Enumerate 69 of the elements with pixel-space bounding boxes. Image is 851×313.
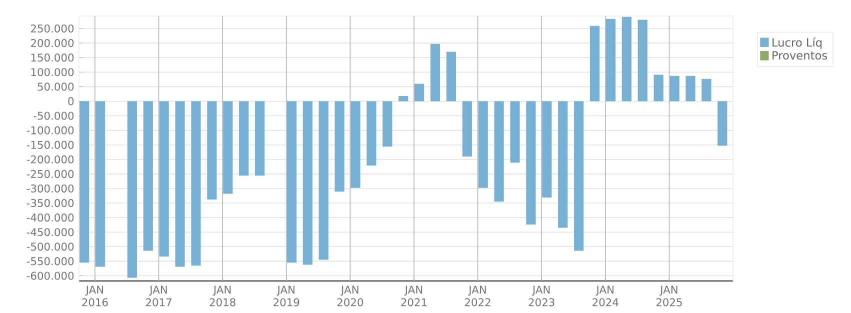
- bar: [686, 76, 696, 102]
- y-tick-label: -550.000: [26, 257, 74, 266]
- bar: [510, 101, 520, 163]
- bar: [478, 101, 488, 188]
- y-tick-label: -300.000: [26, 184, 74, 193]
- y-tick-label: -450.000: [26, 228, 74, 236]
- y-tick-label: 250.000: [30, 24, 74, 33]
- bar: [654, 74, 664, 102]
- bar: [622, 16, 632, 102]
- bar: [542, 101, 552, 198]
- bar: [191, 101, 201, 266]
- y-tick-label: -100.000: [26, 126, 74, 134]
- bar: [318, 101, 328, 260]
- bar: [143, 101, 153, 251]
- bar: [638, 20, 648, 102]
- bar: [558, 101, 568, 228]
- bar: [175, 101, 185, 267]
- x-tick-label: JAN 2017: [146, 286, 172, 306]
- bar: [159, 101, 169, 257]
- y-tick-label: 0: [68, 97, 74, 106]
- legend-label: Proventos: [772, 51, 828, 60]
- x-tick-label: JAN 2023: [528, 286, 554, 306]
- y-tick-label: -400.000: [26, 214, 74, 222]
- bar: [398, 96, 408, 102]
- bar: [95, 101, 106, 267]
- y-tick-label: -350.000: [26, 198, 74, 208]
- bar: [606, 18, 616, 102]
- y-tick-label: -500.000: [26, 242, 74, 251]
- bar: [286, 101, 296, 263]
- bar: [670, 76, 680, 102]
- bar: [207, 101, 217, 200]
- bar: [382, 101, 392, 147]
- x-tick-label: JAN 2019: [274, 286, 300, 306]
- x-tick-label: JAN 2024: [592, 286, 618, 306]
- x-tick-label: JAN 2020: [337, 286, 364, 306]
- bar: [414, 84, 424, 102]
- x-tick-label: JAN 2022: [464, 286, 490, 306]
- y-tick-label: 50.000: [38, 82, 74, 91]
- bar: [462, 101, 472, 156]
- bar: [446, 52, 456, 102]
- x-tick-label: JAN 2016: [82, 286, 108, 306]
- y-tick-label: 200.000: [30, 39, 74, 48]
- legend-label: Lucro Líq: [772, 37, 822, 49]
- bar: [494, 101, 504, 202]
- bar: [702, 78, 712, 102]
- bar: [223, 101, 233, 194]
- bar: [127, 101, 137, 278]
- y-tick-label: -150.000: [26, 140, 74, 149]
- bar: [590, 26, 600, 102]
- y-tick-label: -50.000: [34, 112, 74, 120]
- y-tick-label: 100.000: [31, 68, 74, 76]
- bar: [526, 101, 536, 225]
- bar: [430, 44, 440, 102]
- bar: [718, 101, 728, 146]
- y-tick-label: -600.000: [26, 272, 74, 280]
- x-tick-label: JAN 2018: [210, 286, 236, 306]
- bar: [366, 101, 376, 166]
- bar: [334, 101, 344, 192]
- bar: [254, 101, 265, 176]
- bar: [350, 101, 360, 188]
- y-tick-label: -200.000: [26, 155, 74, 164]
- bar: [574, 101, 584, 251]
- bar: [302, 101, 312, 265]
- y-tick-label: 150.000: [31, 54, 74, 62]
- x-tick-label: JAN 2025: [656, 286, 682, 306]
- x-tick-label: JAN 2021: [401, 286, 427, 306]
- y-tick-label: -250.000: [26, 170, 74, 178]
- bar: [239, 101, 249, 176]
- bar: [80, 101, 90, 263]
